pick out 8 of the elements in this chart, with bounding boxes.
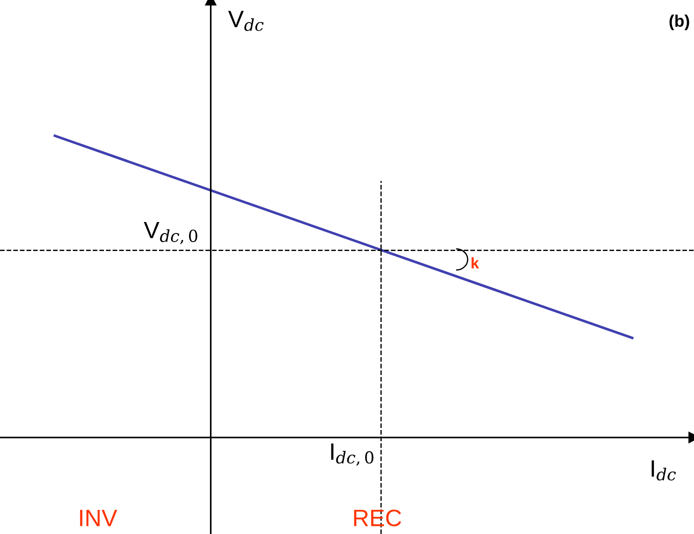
- text: INV: [80, 510, 118, 526]
- ref-line-label: V$_{dc,0}$: [144, 222, 198, 244]
- text: (b): [670, 14, 690, 30]
- text: I$_{dc,0}$: [331, 443, 374, 466]
- annotation: k: [472, 257, 480, 268]
- y-axis-title: V$_{dc}$: [228, 10, 264, 32]
- text: REC: [354, 510, 402, 526]
- x-axis-title: I$_{dc}$: [652, 460, 676, 481]
